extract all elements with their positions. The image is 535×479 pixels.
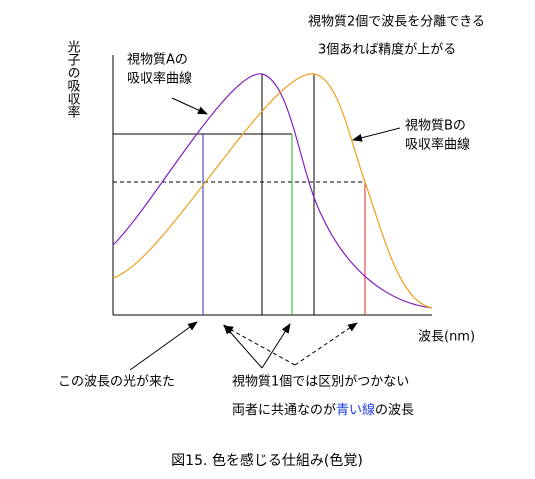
guide-lines <box>113 74 366 315</box>
annotation-part: 両者に共通なのが <box>232 403 336 418</box>
annotation-part: の波長 <box>375 403 414 418</box>
curve-label: 視物質Bの <box>405 119 466 134</box>
annotation: この波長の光が来た <box>58 375 175 390</box>
curve-label: 視物質Aの <box>127 53 188 68</box>
caption: 図15. 色を感じる仕組み(色覚) <box>171 452 363 469</box>
y-axis-label: 光子の吸収率 <box>65 40 81 118</box>
axes <box>112 55 432 316</box>
arrows <box>129 97 401 371</box>
annotation-highlight: 青い線 <box>336 402 375 418</box>
note: 3個あれば精度が上がる <box>318 42 456 58</box>
curve-a <box>112 73 433 309</box>
curve-label: 吸収率曲線 <box>127 71 192 87</box>
note: 視物質2個で波長を分離できる <box>308 15 485 30</box>
curve-b <box>112 73 433 309</box>
x-axis-label: 波長(nm) <box>418 330 475 345</box>
annotation: 両者に共通なのが青い線の波長 <box>232 402 414 418</box>
annotation: 視物質1個では区別がつかない <box>232 375 409 390</box>
curve-label: 吸収率曲線 <box>405 137 470 153</box>
